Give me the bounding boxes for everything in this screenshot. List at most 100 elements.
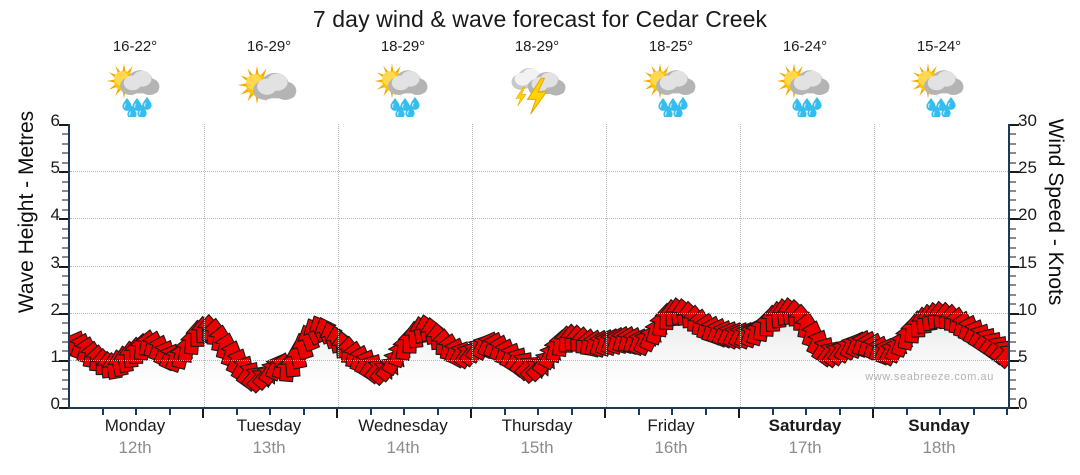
- x-tick-minor: [168, 409, 171, 415]
- axis-tick-minor: [1010, 378, 1016, 381]
- x-tick-minor: [972, 409, 975, 415]
- sun-cloud-rain-icon: [635, 59, 707, 117]
- gridline-horizontal: [70, 265, 1008, 267]
- x-tick-major: [202, 409, 204, 418]
- x-tick-major: [872, 409, 874, 418]
- gridline-horizontal: [70, 218, 1008, 220]
- day-temperature-range: 15-24°: [916, 38, 962, 55]
- axis-tick-minor: [62, 322, 68, 325]
- axis-tick-minor: [1010, 180, 1016, 183]
- x-tick-minor: [503, 409, 506, 415]
- x-label-tuesday: Tuesday 13th: [199, 415, 339, 459]
- axis-tick-minor: [62, 378, 68, 381]
- axis-tick-minor: [1010, 199, 1016, 202]
- sun-cloud-rain-icon: [367, 59, 439, 117]
- axis-tick-minor: [1010, 161, 1016, 164]
- axis-tick-minor: [62, 161, 68, 164]
- day-name: Friday: [647, 416, 695, 435]
- axis-tick-minor: [1010, 284, 1016, 287]
- axis-tick-minor: [1010, 388, 1016, 391]
- y-tick-left-1: 1: [50, 346, 60, 366]
- axis-tick-minor: [1010, 303, 1016, 306]
- y-tick-right-4: 20: [1018, 205, 1037, 225]
- x-tick-minor: [771, 409, 774, 415]
- sun-cloud-rain-icon: [769, 59, 841, 117]
- day-header-tuesday: 16-29°: [199, 38, 339, 118]
- x-tick-minor: [235, 409, 238, 415]
- x-tick-minor: [269, 409, 271, 415]
- day-separator: [740, 124, 741, 407]
- x-tick-major: [604, 409, 606, 418]
- day-separator: [472, 124, 473, 407]
- watermark: www.seabreeze.com.au: [865, 371, 994, 383]
- day-date: 15th: [520, 438, 554, 457]
- x-tick-minor: [838, 409, 841, 415]
- day-date: 18th: [922, 438, 956, 457]
- day-date: 16th: [654, 438, 688, 457]
- axis-tick-minor: [1010, 369, 1016, 372]
- day-header-friday: 18-25°: [601, 38, 741, 118]
- axis-tick-minor: [62, 397, 68, 400]
- day-date: 12th: [118, 438, 152, 457]
- x-tick-minor: [1006, 409, 1008, 415]
- axis-tick-major: [1010, 359, 1019, 362]
- axis-tick-minor: [62, 274, 68, 277]
- x-tick-minor: [369, 409, 372, 415]
- plot-area: www.seabreeze.com.au: [68, 124, 1010, 409]
- day-name: Sunday: [908, 416, 970, 435]
- x-tick-minor: [805, 409, 807, 415]
- axis-tick-minor: [62, 237, 68, 240]
- y-tick-left-2: 2: [50, 299, 60, 319]
- day-date: 14th: [386, 438, 420, 457]
- axis-tick-major: [1010, 124, 1019, 126]
- axis-tick-minor: [62, 350, 68, 353]
- day-header-monday: 16-22°: [65, 38, 205, 118]
- axis-tick-minor: [62, 340, 68, 343]
- gridline-horizontal: [70, 312, 1008, 314]
- x-tick-minor: [135, 409, 137, 415]
- axis-tick-minor: [1010, 190, 1016, 193]
- axis-tick-minor: [62, 246, 68, 249]
- x-label-sunday: Sunday 18th: [869, 415, 1009, 459]
- x-label-thursday: Thursday 15th: [467, 415, 607, 459]
- day-separator: [606, 124, 607, 407]
- axis-tick-minor: [1010, 246, 1016, 249]
- axis-tick-minor: [62, 303, 68, 306]
- axis-tick-minor: [1010, 350, 1016, 353]
- axis-tick-minor: [1010, 152, 1016, 155]
- axis-tick-minor: [62, 256, 68, 259]
- axis-tick-major: [1010, 218, 1019, 221]
- gridline-horizontal: [70, 359, 1008, 361]
- y-tick-right-3: 15: [1018, 252, 1037, 272]
- axis-tick-major: [1010, 265, 1019, 268]
- y-tick-right-0: 0: [1018, 394, 1028, 413]
- axis-tick-minor: [1010, 227, 1016, 230]
- axis-tick-minor: [62, 199, 68, 202]
- x-tick-minor: [939, 409, 941, 415]
- axis-tick-minor: [1010, 133, 1016, 136]
- axis-tick-major: [59, 407, 68, 409]
- gridline-horizontal: [70, 171, 1008, 173]
- x-label-friday: Friday 16th: [601, 415, 741, 459]
- sun-cloud-rain-icon: [99, 59, 171, 117]
- day-separator: [338, 124, 339, 407]
- day-name: Monday: [104, 416, 166, 435]
- axis-tick-minor: [1010, 397, 1016, 400]
- day-header-sunday: 15-24°: [869, 38, 1009, 118]
- axis-tick-minor: [1010, 274, 1016, 277]
- day-temperature-range: 16-24°: [782, 38, 828, 55]
- day-temperature-range: 16-29°: [246, 38, 292, 55]
- x-tick-minor: [302, 409, 305, 415]
- x-tick-major: [336, 409, 338, 418]
- axis-tick-minor: [1010, 208, 1016, 211]
- thunderstorm-icon: [501, 59, 573, 117]
- axis-tick-minor: [62, 152, 68, 155]
- day-date: 17th: [788, 438, 822, 457]
- y-tick-left-6: 6: [50, 111, 60, 130]
- axis-tick-minor: [1010, 142, 1016, 145]
- y-tick-left-0: 0: [50, 394, 60, 413]
- day-name: Tuesday: [236, 416, 302, 435]
- day-header-saturday: 16-24°: [735, 38, 875, 118]
- x-label-saturday: Saturday 17th: [735, 415, 875, 459]
